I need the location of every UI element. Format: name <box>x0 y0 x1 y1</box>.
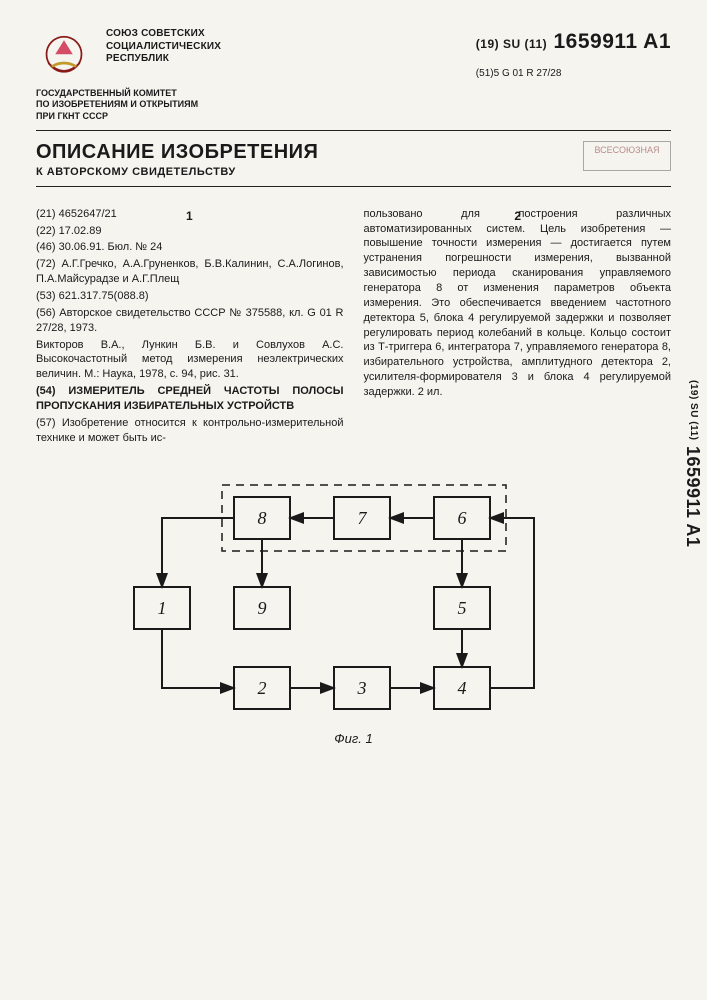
column-1-line: (56) Авторское свидетельство СССР № 3755… <box>36 306 344 336</box>
side-patent-number: (19) SU (11) 1659911 A1 <box>682 380 703 547</box>
block-diagram: 1 2 3 4 5 6 7 8 9 <box>114 467 594 727</box>
column-1: (21) 4652647/21(22) 17.02.89(46) 30.06.9… <box>36 207 344 448</box>
figure-caption: Фиг. 1 <box>36 731 671 746</box>
doc-title: ОПИСАНИЕ ИЗОБРЕТЕНИЯ <box>36 141 318 164</box>
column-2: пользовано для построения различных авто… <box>364 207 672 448</box>
patent-number: (19) SU (11) 1659911 A1 <box>476 30 671 54</box>
committee-name: ГОСУДАРСТВЕННЫЙ КОМИТЕТ ПО ИЗОБРЕТЕНИЯМ … <box>36 88 671 122</box>
svg-text:2: 2 <box>257 678 266 698</box>
divider <box>36 186 671 187</box>
patent-classification: (51)5 G 01 R 27/28 <box>476 68 671 79</box>
svg-text:5: 5 <box>457 598 466 618</box>
svg-text:7: 7 <box>357 508 367 528</box>
column-1-line: Викторов В.А., Лункин Б.В. и Совлухов А.… <box>36 338 344 383</box>
state-emblem-icon <box>36 28 92 84</box>
header: СОЮЗ СОВЕТСКИХ СОЦИАЛИСТИЧЕСКИХ РЕСПУБЛИ… <box>36 28 671 84</box>
svg-text:3: 3 <box>356 678 366 698</box>
library-stamp: ВСЕСОЮЗНАЯ <box>583 141 671 171</box>
title-row: ОПИСАНИЕ ИЗОБРЕТЕНИЯ К АВТОРСКОМУ СВИДЕТ… <box>36 141 671 178</box>
column-1-line: (57) Изобретение относится к контрольно-… <box>36 416 344 446</box>
column-1-line: (46) 30.06.91. Бюл. № 24 <box>36 240 344 255</box>
issuer-name: СОЮЗ СОВЕТСКИХ СОЦИАЛИСТИЧЕСКИХ РЕСПУБЛИ… <box>106 28 221 66</box>
column-1-line: (53) 621.317.75(088.8) <box>36 289 344 304</box>
column-1-line: (22) 17.02.89 <box>36 224 344 239</box>
column-1-line: (72) А.Г.Гречко, А.А.Груненков, Б.В.Кали… <box>36 257 344 287</box>
patent-codes: (19) SU (11) 1659911 A1 (51)5 G 01 R 27/… <box>476 28 671 79</box>
svg-text:9: 9 <box>257 598 266 618</box>
svg-text:1: 1 <box>157 598 166 618</box>
page: (19) SU (11) 1659911 A1 СОЮЗ СОВЕТСКИХ С… <box>0 0 707 1000</box>
column-2-line: пользовано для построения различных авто… <box>364 207 672 400</box>
svg-text:4: 4 <box>457 678 466 698</box>
doc-subtitle: К АВТОРСКОМУ СВИДЕТЕЛЬСТВУ <box>36 166 318 178</box>
column-number-1: 1 <box>186 209 193 223</box>
svg-text:6: 6 <box>457 508 466 528</box>
column-number-2: 2 <box>514 209 521 223</box>
columns: 1 2 (21) 4652647/21(22) 17.02.89(46) 30.… <box>36 207 671 448</box>
column-1-line: (54) ИЗМЕРИТЕЛЬ СРЕДНЕЙ ЧАСТОТЫ ПОЛОСЫ П… <box>36 384 344 414</box>
figure-1: 1 2 3 4 5 6 7 8 9 <box>36 467 671 727</box>
divider <box>36 130 671 131</box>
svg-text:8: 8 <box>257 508 266 528</box>
